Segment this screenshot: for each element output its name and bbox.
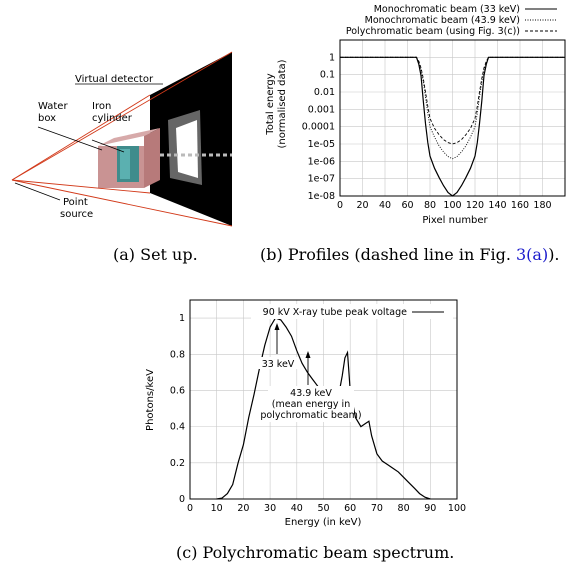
spectrum-y-tick-label: 0.6 (170, 385, 185, 396)
label-point-source-1: Point (63, 197, 88, 208)
spectrum-x-ticks: 0 10 20 30 40 50 60 70 80 90 100 (187, 503, 466, 514)
profiles-y-tick-label: 1 (329, 52, 335, 63)
iron-cylinder-highlight (120, 149, 130, 179)
spectrum-y-tick-label: 0.8 (170, 349, 185, 360)
profiles-x-tick-label: 20 (356, 200, 368, 211)
profiles-series-line-dashed (340, 56, 565, 145)
profiles-grid (339, 40, 565, 197)
legend-item-poly: Polychromatic beam (using Fig. 3(c)) (346, 26, 520, 37)
annotation-bg-33 (258, 357, 298, 369)
label-point-source-2: source (60, 209, 93, 220)
legend-item-mono43: Monochromatic beam (43.9 keV) (365, 15, 520, 26)
profiles-y-ticks: 1 0.1 0.01 0.001 0.0001 1e-05 1e-06 1e-07 1e-08 (302, 52, 335, 202)
annotation-mean-energy: (mean energy in (272, 399, 350, 410)
spectrum-x-tick-label: 30 (264, 503, 276, 514)
profiles-ylabel: Total energy (265, 73, 276, 135)
detector-bright (176, 120, 198, 178)
profiles-series-line-dotted (340, 56, 565, 160)
profiles-x-ticks: 0 20 40 60 80 100 120 140 160 180 (337, 200, 552, 211)
water-box-side (144, 128, 160, 188)
annotation-polychromatic: polychromatic beam) (260, 410, 361, 421)
profiles-x-tick-label: 180 (533, 200, 551, 211)
caption-profiles-suffix: ). (548, 245, 560, 264)
profiles-x-tick-label: 140 (488, 200, 506, 211)
profiles-series-line-solid (340, 56, 565, 197)
label-water-2: box (38, 113, 56, 124)
spectrum-x-tick-label: 50 (317, 503, 329, 514)
spectrum-x-tick-label: 0 (187, 503, 193, 514)
profiles-y-tick-label: 0.001 (308, 104, 335, 115)
spectrum-x-tick-label: 20 (237, 503, 249, 514)
spectrum-x-tick-label: 60 (344, 503, 356, 514)
spectrum-xlabel: Energy (in keV) (285, 517, 362, 528)
profiles-xlabel: Pixel number (422, 215, 488, 226)
spectrum-x-tick-label: 100 (448, 503, 466, 514)
caption-profiles: (b) Profiles (dashed line in Fig. 3(a)). (260, 245, 560, 264)
spectrum-legend-box (251, 304, 453, 319)
spectrum-y-tick-label: 0.4 (170, 422, 185, 433)
setup-diagram: Virtual detector Water box Iron cylinder… (11, 51, 233, 227)
spectrum-legend: 90 kV X-ray tube peak voltage (251, 304, 453, 319)
profiles-y-tick-label: 1e-05 (308, 139, 335, 150)
annotation-bg-439 (268, 386, 354, 422)
spectrum-x-tick-label: 40 (291, 503, 303, 514)
profiles-y-tick-label: 0.1 (320, 70, 335, 81)
spectrum-y-tick-label: 0 (179, 494, 185, 505)
caption-profiles-prefix: (b) Profiles (dashed line in Fig. (260, 245, 516, 264)
spectrum-x-tick-label: 80 (398, 503, 410, 514)
leader-water-box (37, 126, 103, 151)
spectrum-y-tick-label: 0.2 (170, 458, 185, 469)
annotation-arrowhead-439 (305, 351, 311, 358)
profiles-chart: 0 20 40 60 80 100 120 140 160 180 1 0.1 0.01 0.001 0.… (265, 1, 566, 226)
spectrum-x-tick-label: 10 (211, 503, 223, 514)
annotation-439kev: 43.9 keV (290, 388, 332, 399)
spectrum-y-ticks: 0 0.2 0.4 0.6 0.8 1 (170, 313, 185, 505)
spectrum-chart: 0 10 20 30 40 50 60 70 80 90 100 0 0.2 0.4 0.6 0.8 1 En… (145, 299, 466, 528)
profiles-ylabel-2: (normalised data) (277, 59, 288, 148)
profiles-x-tick-label: 160 (511, 200, 529, 211)
legend-item-spectrum: 90 kV X-ray tube peak voltage (263, 307, 407, 318)
spectrum-annotations: 33 keV 43.9 keV (mean energy in polychro… (258, 323, 362, 422)
annotation-arrowhead-33 (274, 323, 280, 330)
caption-setup: (a) Set up. (113, 245, 198, 264)
spectrum-x-tick-label: 70 (371, 503, 383, 514)
profiles-legend: Monochromatic beam (33 keV) Monochromati… (341, 1, 564, 37)
label-iron-1: Iron (92, 101, 111, 112)
profiles-series (340, 56, 565, 197)
profiles-y-tick-label: 0.0001 (302, 122, 335, 133)
figure-ref-link[interactable]: 3(a) (515, 245, 549, 264)
label-virtual-detector: Virtual detector (75, 74, 154, 85)
profiles-y-tick-label: 1e-07 (308, 174, 335, 185)
profiles-x-tick-label: 0 (337, 200, 343, 211)
label-iron-2: cylinder (92, 113, 133, 124)
profiles-x-tick-label: 60 (401, 200, 413, 211)
profiles-x-tick-label: 40 (379, 200, 391, 211)
profiles-y-tick-label: 1e-08 (308, 191, 335, 202)
spectrum-ylabel: Photons/keV (145, 369, 156, 431)
spectrum-plot-frame (189, 299, 458, 500)
profiles-y-tick-label: 1e-06 (308, 156, 335, 167)
water-box-top (98, 128, 160, 146)
annotation-33kev: 33 keV (262, 359, 295, 370)
leader-iron-cylinder (91, 139, 125, 153)
source-rays (11, 51, 233, 227)
label-water-1: Water (38, 101, 68, 112)
legend-item-mono33: Monochromatic beam (33 keV) (374, 4, 520, 15)
spectrum-y-tick-label: 1 (179, 313, 185, 324)
profiles-x-tick-label: 120 (466, 200, 484, 211)
profiles-x-tick-label: 100 (443, 200, 461, 211)
profiles-y-tick-label: 0.01 (314, 87, 335, 98)
spectrum-x-tick-label: 90 (424, 503, 436, 514)
leader-point-source (14, 182, 61, 201)
profiles-x-tick-label: 80 (424, 200, 436, 211)
caption-spectrum: (c) Polychromatic beam spectrum. (176, 543, 455, 562)
